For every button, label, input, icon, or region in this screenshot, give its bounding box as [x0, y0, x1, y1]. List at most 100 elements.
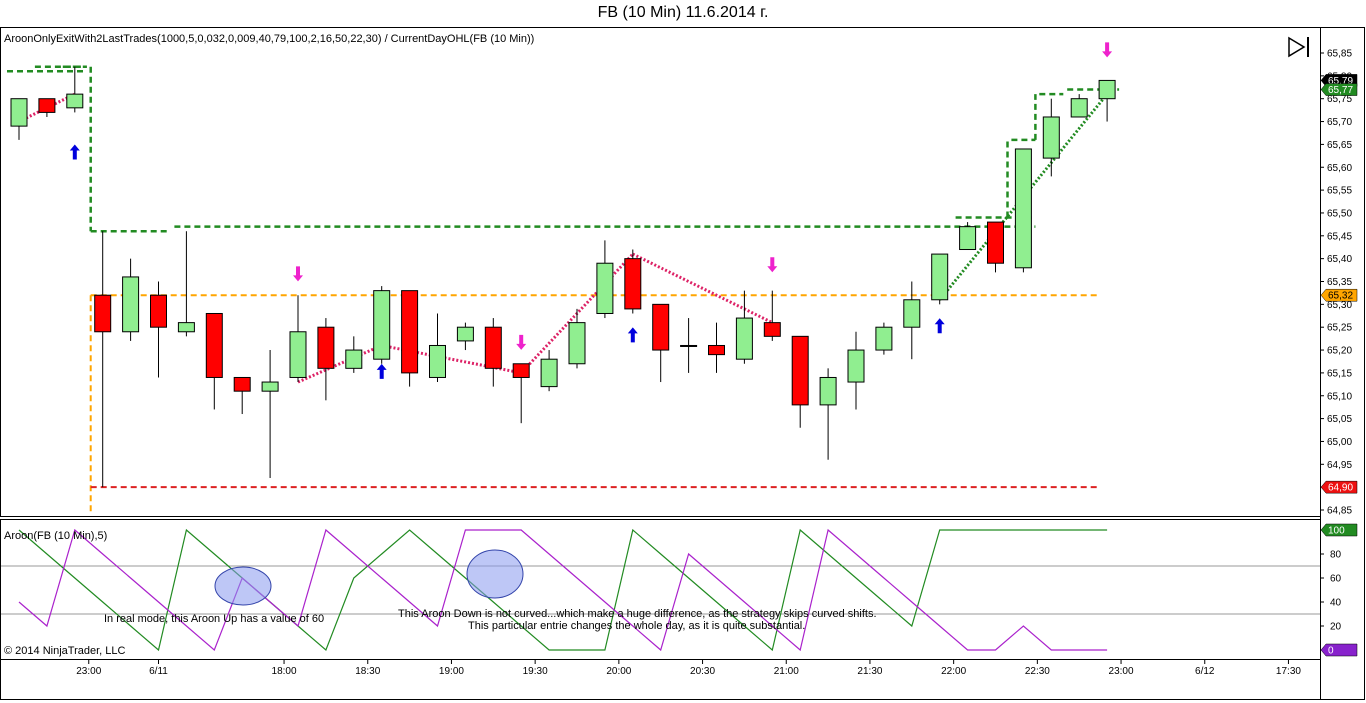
price-tick-label: 65,00	[1327, 437, 1352, 448]
highlight-circle-1	[214, 566, 272, 606]
annotation-aroon-down-2: This particular entrie changes the whole…	[468, 620, 805, 632]
price-tick-label: 65,85	[1327, 49, 1352, 60]
exit-arrow-down	[516, 334, 527, 350]
indicator-label: AroonOnlyExitWith2LastTrades(1000,5,0,03…	[4, 33, 534, 45]
low-price-tag: 64,90	[1328, 483, 1353, 494]
low-price-tag-bg	[1320, 480, 1358, 494]
price-tick-label: 65,05	[1327, 414, 1352, 425]
price-tick-label: 65,65	[1327, 140, 1352, 151]
trade-line	[632, 252, 773, 324]
aroon-down-tag: 0	[1328, 646, 1334, 657]
candle-body	[150, 294, 167, 328]
candle-body	[66, 93, 84, 109]
price-tick-label: 64,95	[1327, 460, 1352, 471]
candle-body	[233, 376, 251, 392]
price-tick-label: 65,30	[1327, 300, 1352, 311]
time-tick-label: 18:30	[355, 666, 380, 677]
aroon-tick-label: 80	[1330, 550, 1342, 561]
price-tick-label: 65,45	[1327, 231, 1352, 242]
price-tick-label: 65,40	[1327, 254, 1352, 265]
trade-line	[297, 344, 383, 384]
price-axis	[1320, 27, 1365, 700]
price-tick-label: 64,85	[1327, 506, 1352, 517]
time-tick-label: 19:00	[439, 666, 464, 677]
candle-body	[429, 344, 446, 378]
prev-price-tag: 65,77	[1328, 85, 1353, 96]
aroon-up-line	[18, 528, 1108, 652]
time-tick-label: 6/11	[149, 666, 168, 677]
aroon-down-tag-bg	[1320, 643, 1358, 657]
entry-arrow-up	[69, 144, 80, 160]
candle-body	[596, 262, 614, 314]
candle-body	[987, 221, 1004, 264]
annotation-aroon-up: In real mode, this Aroon Up has a value …	[104, 613, 324, 625]
time-axis	[0, 659, 1321, 700]
candle-body	[1042, 116, 1060, 159]
candle-body	[652, 303, 670, 351]
candle-body	[931, 253, 949, 301]
candle-body	[903, 299, 921, 328]
time-tick-label: 18:00	[272, 666, 297, 677]
aroon-up-tag-bg	[1320, 523, 1358, 537]
candle-body	[568, 322, 586, 365]
candle-body	[763, 322, 781, 337]
candle-body	[373, 290, 391, 360]
candle-body	[735, 317, 753, 360]
last-close-tag: 65,79	[1328, 76, 1353, 87]
price-tick-label: 65,20	[1327, 346, 1352, 357]
candle-body	[289, 331, 307, 378]
price-tick-label: 65,75	[1327, 94, 1352, 105]
candle-body	[708, 344, 725, 356]
candle-body	[959, 226, 977, 251]
aroon-tick-label: 40	[1330, 598, 1342, 609]
exit-arrow-down	[293, 266, 303, 282]
candle-body	[94, 294, 112, 333]
candle-body	[791, 335, 809, 406]
time-tick-label: 19:30	[523, 666, 548, 677]
candle-body	[122, 276, 140, 333]
time-tick-label: 17:30	[1276, 666, 1301, 677]
time-tick-label: 20:30	[690, 666, 715, 677]
aroon-label: Aroon(FB (10 Min),5)	[4, 530, 107, 542]
candle-body	[205, 312, 223, 378]
candle-body	[484, 326, 502, 369]
candle-body	[512, 363, 530, 378]
open-price-tag-bg	[1320, 288, 1358, 302]
candle-body	[540, 358, 558, 388]
time-tick-label: 22:00	[941, 666, 966, 677]
candle-body	[680, 344, 698, 347]
candle-body	[345, 349, 363, 369]
annotation-aroon-down-1: This Aroon Down is not curved...which ma…	[398, 608, 877, 620]
exit-arrow-down	[1102, 42, 1113, 58]
price-panel[interactable]	[0, 27, 1321, 517]
candle-body	[10, 98, 28, 127]
price-tick-label: 65,25	[1327, 323, 1352, 334]
candle-body	[177, 322, 195, 333]
time-tick-label: 22:30	[1025, 666, 1050, 677]
price-tick-label: 65,55	[1327, 186, 1352, 197]
candle-body	[317, 326, 335, 369]
entry-arrow-up	[376, 363, 387, 379]
time-tick-label: 23:00	[76, 666, 101, 677]
candle-body	[624, 258, 642, 310]
candle-body	[38, 98, 56, 113]
price-tick-label: 65,10	[1327, 391, 1352, 402]
aroon-up-tag: 100	[1328, 526, 1345, 537]
candle-body	[401, 290, 419, 374]
open-price-tag: 65,32	[1328, 291, 1353, 302]
aroon-tick-label: 60	[1330, 574, 1342, 585]
entry-arrow-up	[934, 318, 945, 334]
time-tick-label: 21:00	[774, 666, 799, 677]
candle-body	[819, 376, 837, 406]
exit-arrow-down	[767, 257, 778, 273]
skip-forward-icon[interactable]	[1288, 36, 1309, 58]
chart-title: FB (10 Min) 11.6.2014 г.	[597, 4, 769, 21]
price-tick-label: 65,70	[1327, 117, 1352, 128]
highlight-circle-2	[466, 549, 524, 599]
time-tick-label: 6/12	[1195, 666, 1215, 677]
price-tick-label: 65,15	[1327, 368, 1352, 379]
candle-body	[1070, 98, 1088, 118]
candle-body	[847, 349, 865, 383]
candle-body	[1014, 148, 1032, 269]
